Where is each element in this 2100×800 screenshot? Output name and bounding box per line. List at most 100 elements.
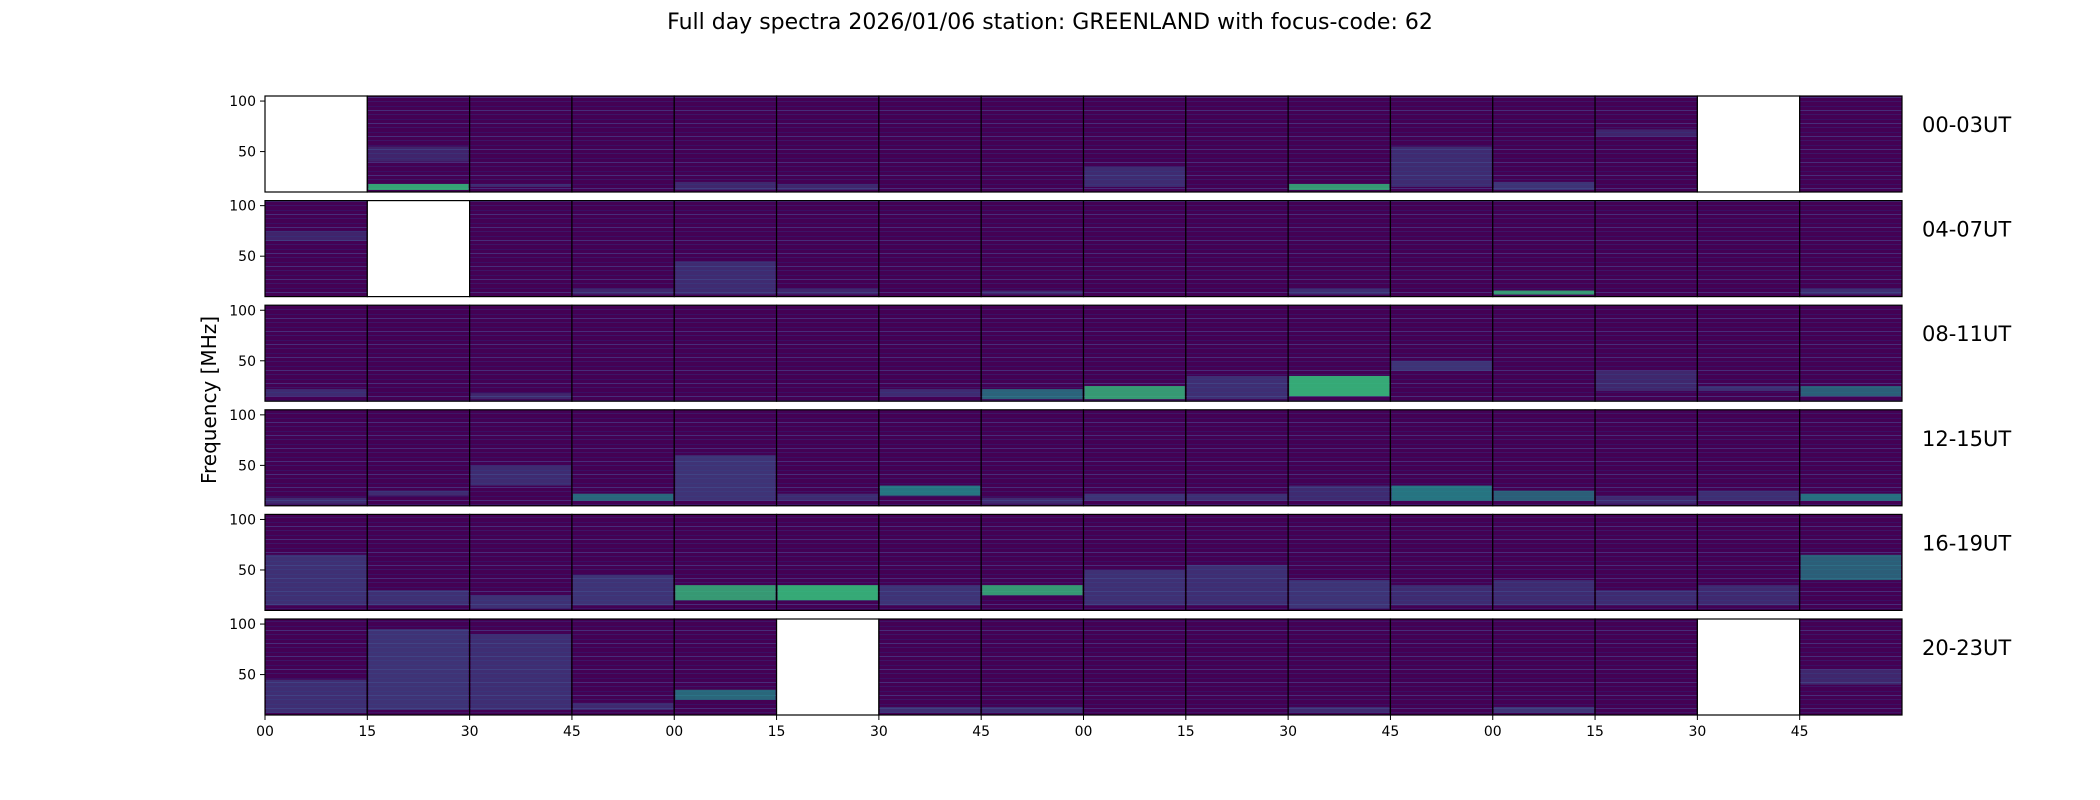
y-tick-label: 100 [229, 512, 256, 528]
spectrum-panel [1594, 618, 1698, 716]
x-tick-label: 15 [358, 724, 376, 740]
emission-band [879, 585, 981, 606]
emission-band [572, 702, 674, 710]
row-label: 16-19UT [1922, 531, 2011, 555]
spectrum-panel [1696, 200, 1801, 298]
emission-band [266, 679, 367, 713]
spectrum-panel [571, 618, 675, 716]
spectrum-panel [1082, 618, 1187, 716]
emission-band [982, 389, 1083, 400]
emission-band [982, 585, 1083, 596]
spectrum-panel [366, 409, 471, 507]
spectrum-panel [1389, 618, 1494, 716]
spectrum-panel [264, 304, 368, 402]
emission-band [1493, 706, 1595, 713]
emission-band [675, 261, 776, 295]
x-tick-label: 45 [1791, 724, 1809, 740]
emission-band [1186, 375, 1288, 400]
emission-band [1493, 580, 1595, 606]
spectrum-panel [469, 200, 573, 298]
y-tick-label: 50 [238, 354, 256, 370]
spectrum-panel [1185, 618, 1289, 716]
emission-band [675, 689, 776, 700]
emission-band [1391, 146, 1492, 187]
missing-panel [1696, 95, 1801, 193]
spectrum-panel [878, 95, 982, 193]
emission-band [777, 493, 878, 501]
spectrum-panel [1287, 200, 1392, 298]
spectrum-panel [366, 95, 471, 193]
emission-band [675, 181, 776, 190]
missing-panel [1696, 618, 1801, 716]
emission-band [675, 585, 776, 601]
emission-band [1084, 569, 1185, 606]
emission-band [266, 389, 367, 397]
emission-band [1698, 490, 1799, 501]
emission-band [1084, 386, 1185, 400]
emission-band [470, 183, 571, 187]
spectra-row: 50 100 08-11UT [229, 303, 2011, 402]
spectrum-panel [1082, 304, 1187, 402]
y-tick-label: 50 [238, 563, 256, 579]
spectrum-panel [980, 95, 1085, 193]
chart-title: Full day spectra 2026/01/06 station: GRE… [667, 10, 1433, 35]
row-label: 00-03UT [1922, 113, 2011, 137]
emission-band [1289, 706, 1390, 713]
emission-band [572, 575, 674, 606]
spectrum-panel [980, 304, 1085, 402]
emission-band [777, 183, 878, 190]
y-tick-label: 100 [229, 303, 256, 319]
spectrum-panel [980, 409, 1085, 507]
y-tick-label: 50 [238, 668, 256, 684]
emission-band [1698, 585, 1799, 606]
emission-band [1800, 554, 1901, 581]
x-tick-label: 45 [563, 724, 581, 740]
x-tick-label: 00 [1484, 724, 1502, 740]
y-tick-label: 100 [229, 199, 256, 215]
emission-band [368, 629, 469, 710]
emission-band [982, 290, 1083, 295]
row-label: 12-15UT [1922, 427, 2011, 451]
x-tick-label: 45 [1382, 724, 1400, 740]
emission-band [1186, 564, 1288, 606]
missing-panel [264, 95, 368, 193]
spectrum-panel [571, 200, 675, 298]
spectrum-panel [878, 618, 982, 716]
row-label: 08-11UT [1922, 322, 2011, 346]
x-tick-label: 30 [461, 724, 479, 740]
spectrum-panel [1492, 618, 1596, 716]
emission-band [368, 146, 469, 162]
missing-panel [366, 200, 471, 298]
spectrum-panel [1799, 304, 1903, 402]
spectrum-panel [469, 409, 573, 507]
row-label: 04-07UT [1922, 218, 2011, 242]
spectrum-panel [1492, 200, 1596, 298]
emission-band [1800, 493, 1901, 501]
x-tick-label: 30 [870, 724, 888, 740]
spectrum-panel [775, 409, 880, 507]
spectrum-panel [1185, 409, 1289, 507]
emission-band [1289, 288, 1390, 295]
y-tick-label: 100 [229, 408, 256, 424]
emission-band [1698, 386, 1799, 392]
emission-band [1493, 290, 1595, 295]
emission-band [777, 585, 878, 601]
spectrum-panel [1287, 95, 1392, 193]
spectra-row: 50 100 12-15UT [229, 408, 2011, 507]
spectrum-panel [1594, 95, 1698, 193]
emission-band [1289, 580, 1390, 609]
emission-band [1493, 490, 1595, 501]
emission-band [1596, 370, 1697, 392]
spectra-row: 50 100 00-03UT [229, 94, 2011, 193]
spectrum-panel [673, 304, 778, 402]
x-tick-label: 00 [665, 724, 683, 740]
spectrum-panel [878, 200, 982, 298]
spectrum-panel [1082, 409, 1187, 507]
emission-band [572, 493, 674, 501]
emission-band [1289, 183, 1390, 190]
spectrum-panel [980, 200, 1085, 298]
spectrum-panel [775, 200, 880, 298]
spectrum-panel [775, 95, 880, 193]
spectrum-panel [1389, 200, 1494, 298]
y-tick-label: 50 [238, 249, 256, 265]
